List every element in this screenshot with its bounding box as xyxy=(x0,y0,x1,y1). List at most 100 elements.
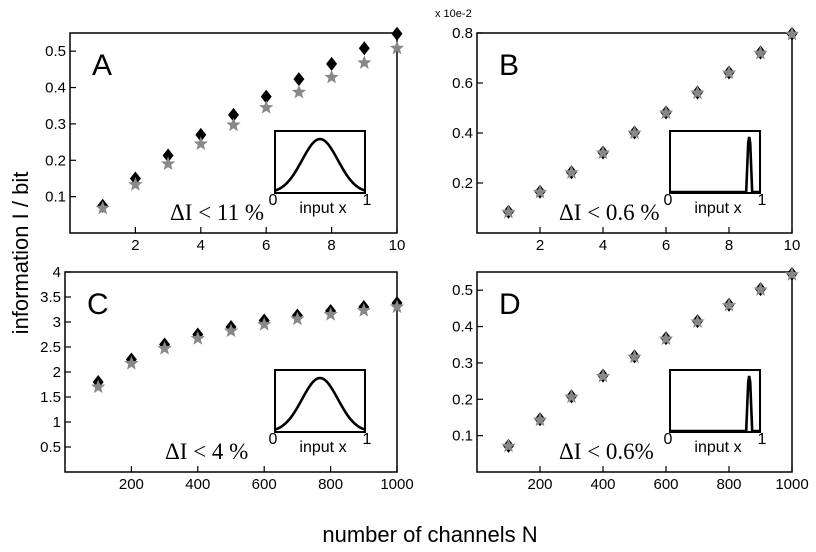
diamond-point xyxy=(391,26,403,41)
inset-x-label: input x xyxy=(694,200,741,217)
star-point xyxy=(226,117,241,132)
inset-x-label: input x xyxy=(299,439,346,456)
y-tick-label: 2.5 xyxy=(40,339,61,356)
x-tick-label: 1000 xyxy=(380,476,413,493)
x-tick-label: 600 xyxy=(252,476,277,493)
series-star xyxy=(95,40,405,215)
diamond-point xyxy=(260,89,272,104)
x-tick-label: 10 xyxy=(784,237,801,254)
inset-plot: 0 1 input x xyxy=(664,369,767,456)
inset-x-label: input x xyxy=(299,200,346,217)
diamond-point xyxy=(228,107,239,122)
panel-letter: B xyxy=(499,49,519,82)
star-point xyxy=(291,84,307,99)
star-point xyxy=(323,307,338,321)
star-point xyxy=(290,311,305,326)
star-point xyxy=(532,412,548,427)
star-point xyxy=(389,299,405,314)
star-point xyxy=(627,125,642,140)
y-tick-label: 1.5 xyxy=(40,389,61,406)
star-point xyxy=(356,303,371,317)
inset-x-end: 1 xyxy=(363,192,372,209)
y-tick-label: 0.2 xyxy=(45,152,66,169)
panel-letter: D xyxy=(499,288,521,321)
inset-x-start: 0 xyxy=(269,431,278,448)
x-tick-label: 400 xyxy=(185,476,210,493)
inset-x-start: 0 xyxy=(269,192,278,209)
y-tick-label: 0.8 xyxy=(452,25,473,42)
y-tick-label: 0.4 xyxy=(452,319,473,336)
inset-frame xyxy=(274,130,366,194)
delta-i-annotation: ΔI < 11 % xyxy=(170,200,264,225)
x-tick-label: 4 xyxy=(599,237,607,254)
y-tick-label: 0.5 xyxy=(40,439,61,456)
y-tick-label: 4 xyxy=(53,264,61,281)
star-point xyxy=(753,282,768,296)
y-tick-label: 2 xyxy=(53,364,61,381)
y-tick-label: 1 xyxy=(53,414,61,431)
inset-curve xyxy=(274,376,366,431)
inset-frame xyxy=(274,369,366,433)
star-point xyxy=(128,177,143,191)
x-tick-label: 8 xyxy=(327,237,335,254)
y-tick-label: 0.5 xyxy=(45,43,66,60)
y-tick-label: 0.1 xyxy=(452,428,473,445)
x-tick-label: 10 xyxy=(389,237,406,254)
y-tick-label: 0.3 xyxy=(452,355,473,372)
x-tick-label: 6 xyxy=(662,237,670,254)
y-tick-label: 3.5 xyxy=(40,289,61,306)
x-tick-label: 2 xyxy=(131,237,139,254)
x-tick-label: 600 xyxy=(653,476,678,493)
star-point xyxy=(784,267,800,281)
y-tick-label: 0.4 xyxy=(45,80,66,97)
diamond-point xyxy=(293,72,305,87)
plot-frame xyxy=(476,271,793,473)
diamond-point xyxy=(162,148,174,163)
panel-d: 200 400 600 800 1000 0.1 0.2 0.3 0.4 0.5 D 0 1 input … xyxy=(452,266,809,493)
star-point xyxy=(564,165,579,179)
star-point xyxy=(690,314,705,328)
star-point xyxy=(357,55,372,69)
star-point xyxy=(95,200,110,215)
inset-x-end: 1 xyxy=(758,431,767,448)
inset-x-end: 1 xyxy=(363,431,372,448)
x-tick-label: 2 xyxy=(536,237,544,254)
star-point xyxy=(157,341,172,355)
delta-i-annotation: ΔI < 0.6 % xyxy=(559,200,660,225)
star-point xyxy=(223,323,239,338)
diamond-point xyxy=(326,56,338,71)
star-point xyxy=(160,156,176,170)
delta-i-annotation: ΔI < 4 % xyxy=(165,439,248,464)
star-point xyxy=(190,331,205,345)
star-point xyxy=(658,331,674,345)
star-point xyxy=(389,40,405,55)
inset-x-start: 0 xyxy=(664,192,673,209)
y-tick-label: 0.2 xyxy=(452,175,473,192)
x-tick-label: 200 xyxy=(119,476,144,493)
y-tick-label: 0.5 xyxy=(452,282,473,299)
star-point xyxy=(532,184,548,199)
star-point xyxy=(124,356,139,370)
star-point xyxy=(324,69,339,84)
x-tick-label: 6 xyxy=(262,237,270,254)
x-tick-label: 4 xyxy=(197,237,205,254)
inset-x-label: input x xyxy=(694,439,741,456)
y-tick-label: 0.1 xyxy=(45,189,66,206)
x-tick-label: 800 xyxy=(318,476,343,493)
inset-frame xyxy=(669,369,761,433)
series-star xyxy=(91,299,405,394)
x-tick-label: 800 xyxy=(716,476,741,493)
axis-exponent-label: x 10e-2 xyxy=(435,8,472,20)
star-point xyxy=(784,26,800,41)
panel-c: 200 400 600 800 1000 0.5 1 1.5 2 2.5 3 3.5 4 C 0 1 input… xyxy=(40,264,414,493)
star-point xyxy=(595,145,611,160)
star-point xyxy=(564,389,579,404)
star-point xyxy=(721,297,737,312)
delta-i-annotation: ΔI < 0.6% xyxy=(559,439,654,464)
x-tick-label: 8 xyxy=(725,237,733,254)
x-axis-title: number of channels N xyxy=(322,522,537,547)
star-point xyxy=(753,45,768,60)
star-point xyxy=(627,349,642,364)
